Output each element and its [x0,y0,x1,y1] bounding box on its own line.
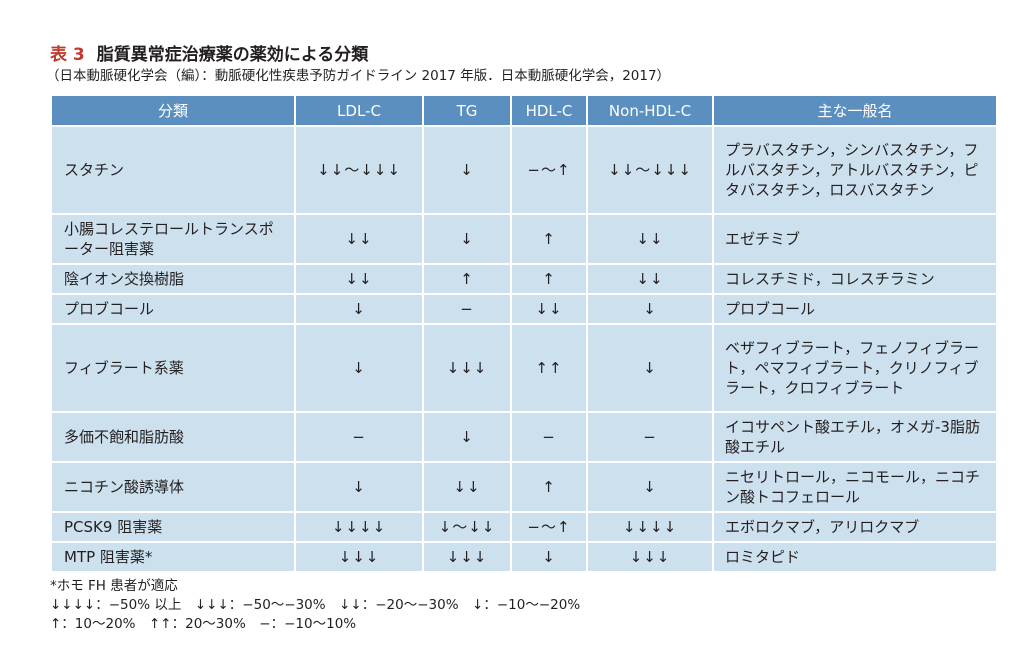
cell-ldl-c: ↓↓↓ [294,541,424,573]
footnote-asterisk: *ホモ FH 患者が適応 [50,578,178,594]
cell-non-hdl-c: ↓↓↓ [586,541,714,573]
cell-tg: ↓〜↓↓ [422,511,512,543]
cell-ldl-c: ↓ [294,293,424,325]
cell-generic-names: イコサペント酸エチル，オメガ-3脂肪酸エチル [712,411,998,463]
cell-ldl-c: ↓↓↓↓ [294,511,424,543]
header-row: 分類 LDL-C TG HDL-C Non-HDL-C 主な一般名 [50,94,998,127]
cell-classification: ニコチン酸誘導体 [50,461,296,513]
cell-tg: ↓↓↓ [422,323,512,413]
cell-hdl-c: ↑ [510,263,588,295]
cell-non-hdl-c: ↓ [586,293,714,325]
cell-non-hdl-c: ↓ [586,461,714,513]
table-row: MTP 阻害薬* ↓↓↓ ↓↓↓ ↓ ↓↓↓ ロミタピド [50,541,998,573]
cell-ldl-c: ↓ [294,323,424,413]
table-title-text: 脂質異常症治療薬の薬効による分類 [96,45,369,65]
cell-non-hdl-c: ↓↓↓↓ [586,511,714,543]
cell-ldl-c: ↓↓〜↓↓↓ [294,125,424,215]
table-row: 小腸コレステロールトランスポーター阻害薬 ↓↓ ↓ ↑ ↓↓ エゼチミブ [50,213,998,265]
cell-generic-names: ロミタピド [712,541,998,573]
cell-classification: 多価不飽和脂肪酸 [50,411,296,463]
cell-tg: ↓ [422,411,512,463]
cell-generic-names: エボロクマブ，アリロクマブ [712,511,998,543]
footnotes: *ホモ FH 患者が適応 ↓↓↓↓：−50% 以上 ↓↓↓：−50〜−30% ↓… [50,577,996,634]
cell-non-hdl-c: ↓↓ [586,213,714,265]
header-classification: 分類 [50,94,296,127]
cell-tg: ↓↓↓ [422,541,512,573]
cell-ldl-c: ↓↓ [294,213,424,265]
cell-ldl-c: ↓↓ [294,263,424,295]
cell-classification: MTP 阻害薬* [50,541,296,573]
table-title: 表 3 脂質異常症治療薬の薬効による分類 [50,44,996,66]
table-row: スタチン ↓↓〜↓↓↓ ↓ −〜↑ ↓↓〜↓↓↓ プラバスタチン，シンバスタチン… [50,125,998,215]
cell-tg: ↓ [422,125,512,215]
header-hdl-c: HDL-C [510,94,588,127]
header-tg: TG [422,94,512,127]
cell-hdl-c: − [510,411,588,463]
cell-non-hdl-c: ↓↓〜↓↓↓ [586,125,714,215]
cell-hdl-c: ↓ [510,541,588,573]
cell-ldl-c: − [294,411,424,463]
cell-ldl-c: ↓ [294,461,424,513]
cell-classification: スタチン [50,125,296,215]
drug-classification-table: 分類 LDL-C TG HDL-C Non-HDL-C 主な一般名 スタチン ↓… [50,94,998,573]
table-number: 表 3 [50,45,85,65]
footnote-legend-up: ↑：10〜20% ↑↑：20〜30% −：−10〜10% [50,616,357,632]
cell-tg: ↑ [422,263,512,295]
cell-hdl-c: ↑↑ [510,323,588,413]
footnote-legend-down: ↓↓↓↓：−50% 以上 ↓↓↓：−50〜−30% ↓↓：−20〜−30% ↓：… [50,597,581,613]
table-row: 多価不飽和脂肪酸 − ↓ − − イコサペント酸エチル，オメガ-3脂肪酸エチル [50,411,998,463]
cell-classification: プロブコール [50,293,296,325]
header-generic-names: 主な一般名 [712,94,998,127]
cell-tg: ↓↓ [422,461,512,513]
cell-generic-names: プロブコール [712,293,998,325]
cell-generic-names: プラバスタチン，シンバスタチン，フルバスタチン，アトルバスタチン，ピタバスタチン… [712,125,998,215]
table-row: PCSK9 阻害薬 ↓↓↓↓ ↓〜↓↓ −〜↑ ↓↓↓↓ エボロクマブ，アリロク… [50,511,998,543]
cell-classification: フィブラート系薬 [50,323,296,413]
cell-classification: 小腸コレステロールトランスポーター阻害薬 [50,213,296,265]
cell-hdl-c: ↑ [510,461,588,513]
table-row: フィブラート系薬 ↓ ↓↓↓ ↑↑ ↓ ベザフィブラート，フェノフィブラート，ペ… [50,323,998,413]
cell-generic-names: ベザフィブラート，フェノフィブラート，ペマフィブラート，クリノフィブラート，クロ… [712,323,998,413]
document: 表 3 脂質異常症治療薬の薬効による分類 （日本動脈硬化学会（編）：動脈硬化性疾患… [46,44,998,634]
cell-hdl-c: ↑ [510,213,588,265]
cell-tg: − [422,293,512,325]
cell-classification: PCSK9 阻害薬 [50,511,296,543]
cell-non-hdl-c: ↓↓ [586,263,714,295]
cell-generic-names: エゼチミブ [712,213,998,265]
cell-tg: ↓ [422,213,512,265]
table-row: ニコチン酸誘導体 ↓ ↓↓ ↑ ↓ ニセリトロール，ニコモール，ニコチン酸トコフ… [50,461,998,513]
table-row: 陰イオン交換樹脂 ↓↓ ↑ ↑ ↓↓ コレスチミド，コレスチラミン [50,263,998,295]
cell-hdl-c: −〜↑ [510,511,588,543]
cell-hdl-c: ↓↓ [510,293,588,325]
cell-classification: 陰イオン交換樹脂 [50,263,296,295]
header-ldl-c: LDL-C [294,94,424,127]
cell-generic-names: コレスチミド，コレスチラミン [712,263,998,295]
cell-hdl-c: −〜↑ [510,125,588,215]
source-citation: （日本動脈硬化学会（編）：動脈硬化性疾患予防ガイドライン 2017 年版．日本動… [46,68,671,84]
header-non-hdl-c: Non-HDL-C [586,94,714,127]
cell-non-hdl-c: ↓ [586,323,714,413]
table-row: プロブコール ↓ − ↓↓ ↓ プロブコール [50,293,998,325]
cell-generic-names: ニセリトロール，ニコモール，ニコチン酸トコフェロール [712,461,998,513]
cell-non-hdl-c: − [586,411,714,463]
